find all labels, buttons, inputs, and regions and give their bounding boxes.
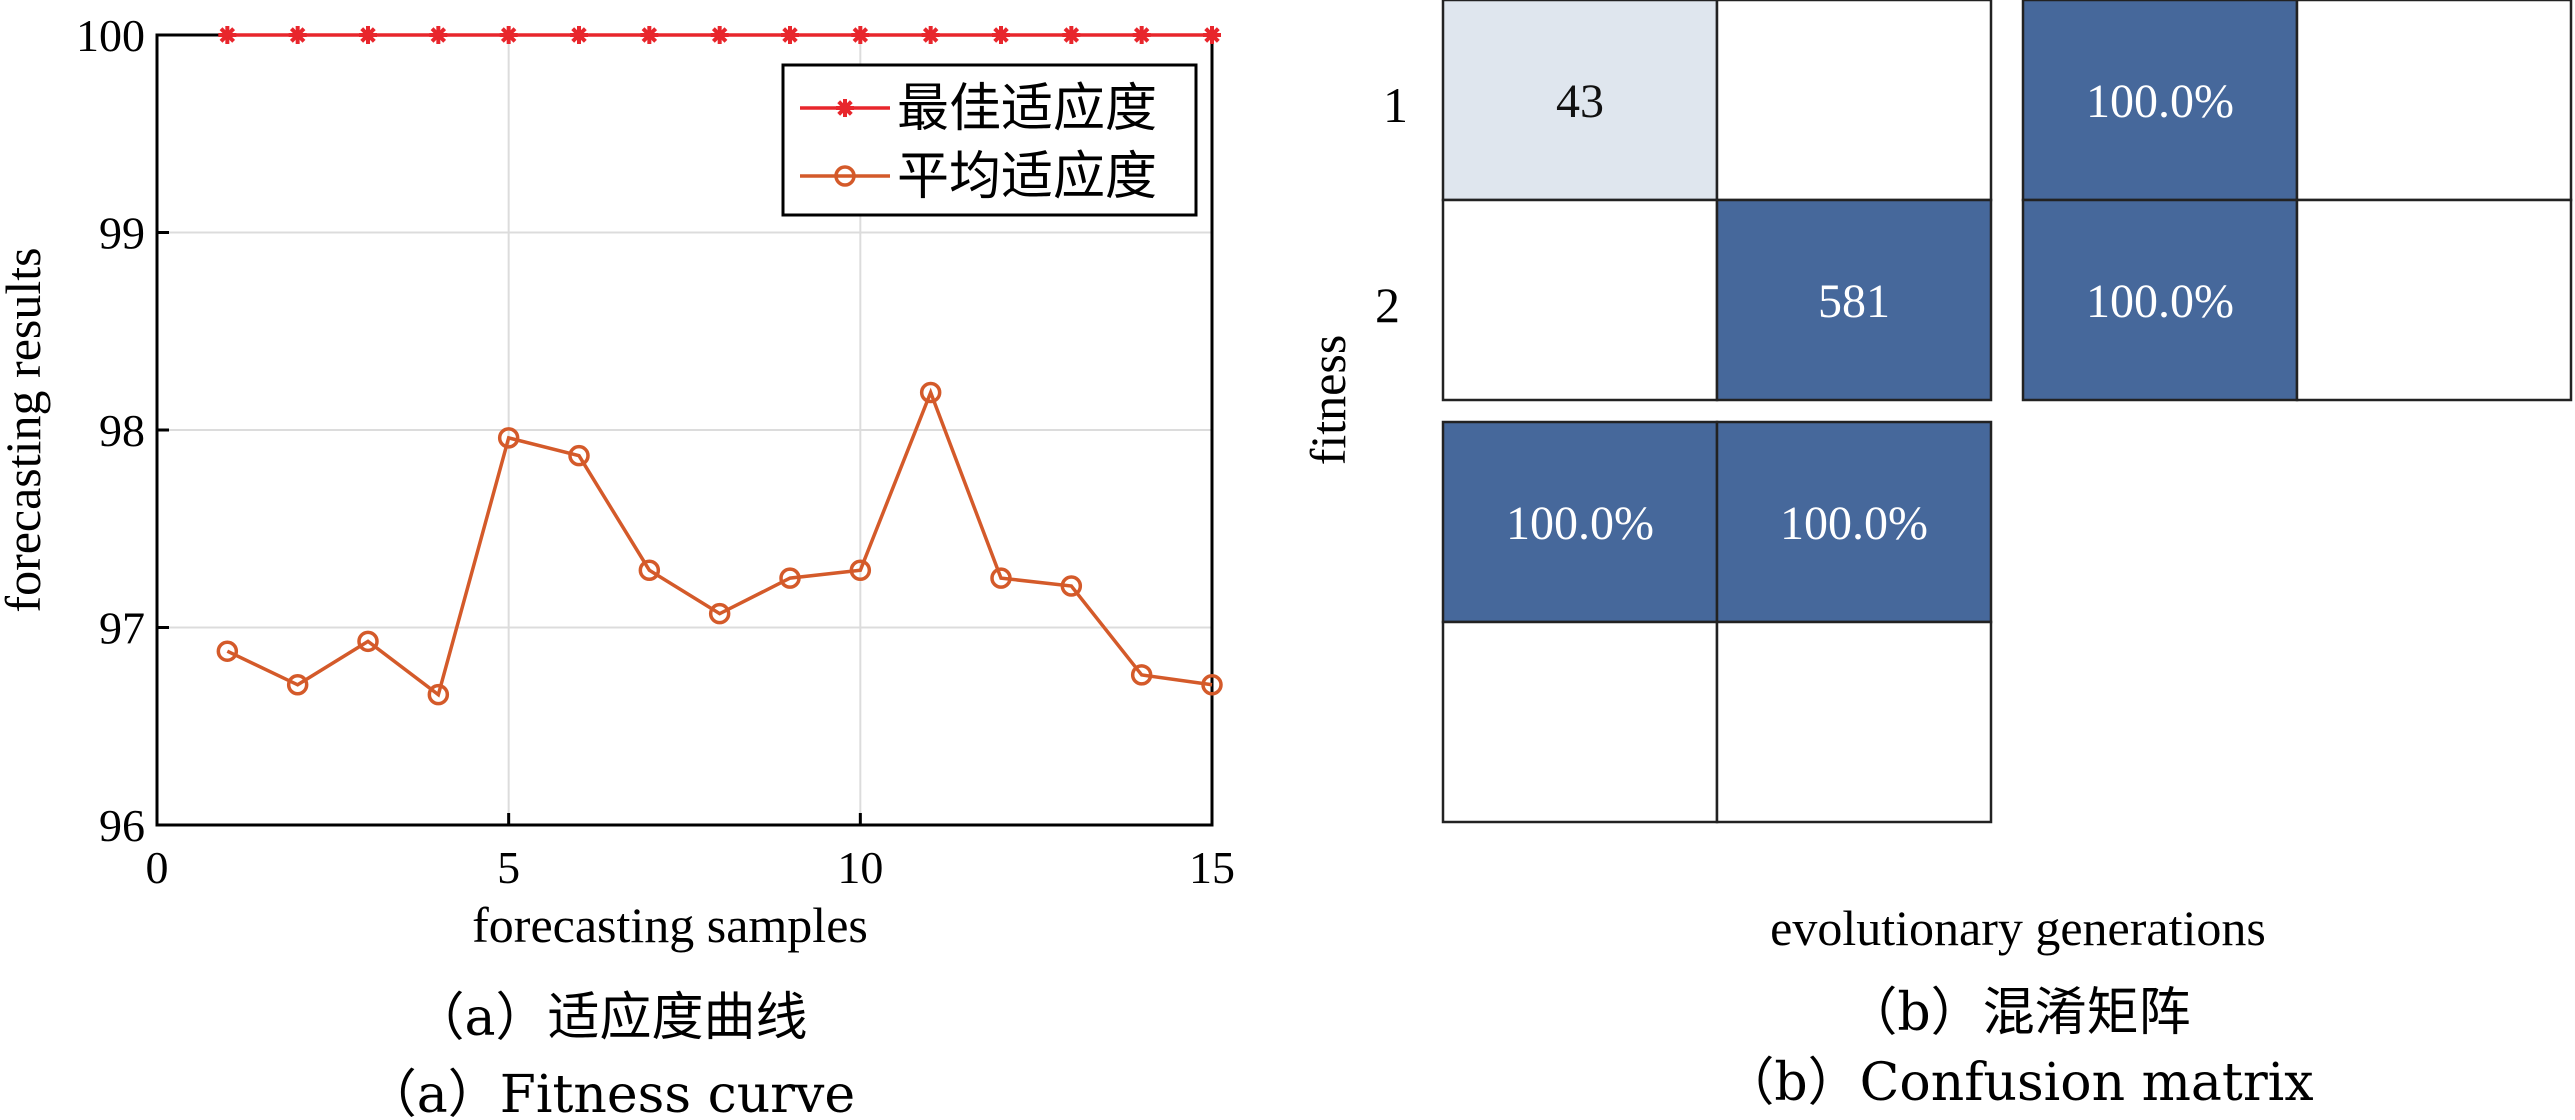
col-summary-cell bbox=[1715, 620, 1993, 824]
y-tick-label: 96 bbox=[99, 800, 145, 851]
legend-label: 最佳适应度 bbox=[897, 79, 1157, 139]
x-tick-label: 5 bbox=[497, 842, 520, 893]
legend-item: 最佳适应度 bbox=[800, 79, 1157, 139]
data-point bbox=[427, 683, 450, 706]
data-point bbox=[1130, 664, 1153, 686]
y-tick-label: 97 bbox=[99, 603, 145, 654]
data-point bbox=[359, 26, 377, 44]
data-point bbox=[568, 444, 590, 467]
row-summary-cell bbox=[2295, 0, 2573, 202]
matrix-cell: 581 bbox=[1715, 198, 1993, 402]
data-point bbox=[286, 674, 309, 696]
matrix-y-axis-label: fitness bbox=[1300, 335, 1356, 466]
row-summary-cell bbox=[2295, 198, 2573, 402]
data-point bbox=[849, 559, 872, 581]
x-axis-label: forecasting samples bbox=[472, 897, 868, 953]
y-tick-labels: 96 97 98 99 100 bbox=[76, 10, 169, 851]
caption-a-en: （a）Fitness curve bbox=[365, 1065, 855, 1120]
series-2 bbox=[216, 381, 1223, 706]
data-point bbox=[921, 26, 940, 44]
data-point bbox=[992, 26, 1010, 44]
data-point bbox=[1201, 674, 1223, 696]
caption-b-cn: （b）混淆矩阵 bbox=[1845, 983, 2190, 1043]
cell-value: 100.0% bbox=[2086, 275, 2234, 328]
y-tick-label: 98 bbox=[99, 405, 145, 456]
row-label-1: 1 bbox=[1383, 77, 1408, 133]
cell-value: 100.0% bbox=[2086, 75, 2234, 128]
confusion-matrix: 43 581 100.0% 100.0% 100.0% 100.0% 1 2 fitnes… bbox=[1300, 0, 2573, 1113]
legend-marker bbox=[834, 165, 856, 187]
legend-box bbox=[781, 63, 1198, 217]
data-point bbox=[429, 26, 448, 44]
matrix-cell: 43 bbox=[1441, 0, 1719, 202]
cell-value: 100.0% bbox=[1780, 497, 1928, 550]
legend-item: 平均适应度 bbox=[800, 147, 1157, 207]
data-point bbox=[570, 26, 588, 44]
caption-a-cn: （a）适应度曲线 bbox=[412, 988, 807, 1048]
matrix-cell bbox=[1441, 198, 1719, 402]
legend-marker bbox=[836, 99, 854, 117]
data-point bbox=[1060, 575, 1083, 597]
x-tick-label: 15 bbox=[1189, 842, 1235, 893]
x-tick-labels: 0 5 10 15 bbox=[146, 813, 1235, 893]
data-point bbox=[357, 630, 379, 653]
matrix-x-axis-label: evolutionary generations bbox=[1770, 900, 2266, 956]
x-tick-label: 10 bbox=[837, 842, 883, 893]
data-point bbox=[499, 26, 518, 44]
col-summary-cell bbox=[1441, 620, 1719, 824]
data-point bbox=[218, 26, 237, 44]
legend-label: 平均适应度 bbox=[897, 147, 1157, 207]
data-point bbox=[990, 567, 1012, 589]
y-tick-label: 99 bbox=[99, 208, 145, 259]
col-summary-cell: 100.0% bbox=[1715, 420, 1993, 624]
matrix-cell bbox=[1715, 0, 1993, 202]
cell-value: 43 bbox=[1556, 75, 1604, 128]
data-point bbox=[919, 381, 942, 404]
series-layer bbox=[216, 26, 1223, 706]
data-point bbox=[708, 602, 731, 625]
x-tick-label: 0 bbox=[146, 842, 169, 893]
data-point bbox=[781, 26, 799, 44]
data-point bbox=[216, 640, 239, 662]
data-point bbox=[288, 26, 307, 44]
series-1 bbox=[218, 26, 1221, 44]
data-point bbox=[497, 427, 520, 449]
col-summary-cell: 100.0% bbox=[1441, 420, 1719, 624]
row-label-2: 2 bbox=[1375, 277, 1400, 333]
y-tick-label: 100 bbox=[76, 10, 145, 61]
fitness-curve-chart: 0 5 10 15 96 97 98 99 100 forecasting samples f… bbox=[0, 10, 1235, 1120]
row-summary-cell: 100.0% bbox=[2021, 198, 2299, 402]
y-axis-label: forecasting results bbox=[0, 247, 51, 612]
row-summary-cell: 100.0% bbox=[2021, 0, 2299, 202]
data-point bbox=[779, 567, 801, 589]
data-point bbox=[1203, 26, 1221, 44]
cell-value: 100.0% bbox=[1506, 497, 1654, 550]
data-point bbox=[640, 26, 659, 44]
data-point bbox=[710, 26, 729, 44]
data-point bbox=[638, 559, 661, 581]
data-point bbox=[1062, 26, 1081, 44]
cell-value: 581 bbox=[1818, 275, 1890, 328]
series-line bbox=[226, 387, 1213, 698]
data-point bbox=[1132, 26, 1151, 44]
data-point bbox=[851, 26, 870, 44]
caption-b-en: （b）Confusion matrix bbox=[1722, 1053, 2313, 1113]
